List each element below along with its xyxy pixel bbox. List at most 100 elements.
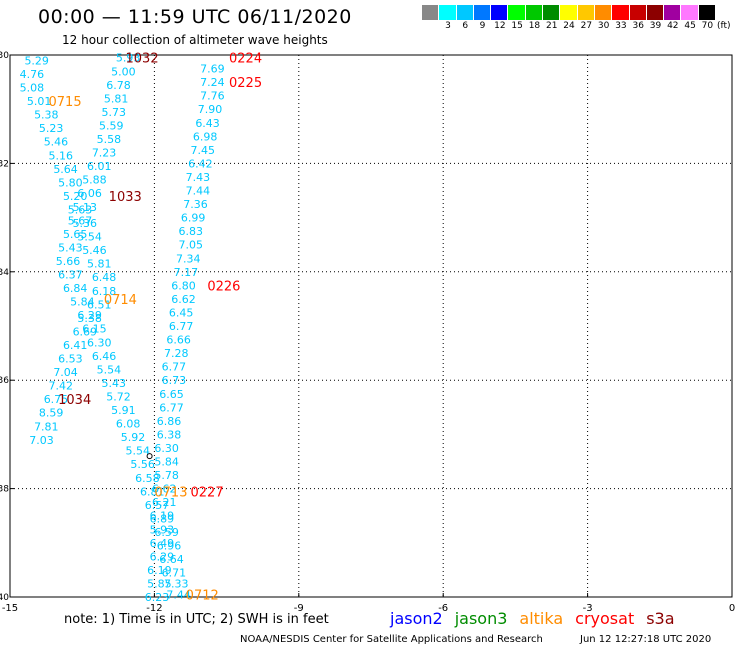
data-point-label: 6.15 [82, 323, 107, 336]
data-point-label: 5.13 [73, 201, 98, 214]
data-point-label: 5.54 [97, 363, 122, 376]
data-point-label: 6.08 [116, 418, 141, 431]
legend-swatch [594, 5, 613, 20]
data-point-label: 6.77 [159, 401, 184, 414]
satellite-legend: jason2 jason3 altika cryosat s3a [390, 609, 675, 628]
legend-swatch [543, 5, 561, 20]
x-tick-label: 0 [729, 603, 735, 614]
data-point-label: 6.73 [162, 374, 187, 387]
legend-bin: 15 [508, 5, 526, 31]
legend-bin: 6 [456, 5, 474, 31]
legend-swatch [508, 5, 526, 20]
data-point-label: 5.23 [39, 122, 64, 135]
data-point-label: 6.46 [92, 350, 117, 363]
footer-note: note: 1) Time is in UTC; 2) SWH is in fe… [64, 612, 329, 627]
data-point-label: 6.21 [152, 496, 177, 509]
data-point-label: 6.77 [162, 361, 187, 374]
data-point-label: 7.34 [176, 252, 201, 265]
legend-label: 9 [479, 21, 486, 31]
legend-label: 24 [563, 21, 575, 31]
legend-label: 30 [597, 21, 610, 31]
x-tick-label: -15 [2, 603, 18, 614]
legend-label: 21 [546, 21, 558, 31]
data-point-label: 6.49 [150, 537, 175, 550]
data-point-label: 5.08 [20, 82, 45, 95]
data-point-label: 5.54 [77, 231, 102, 244]
legend-swatch [439, 5, 457, 20]
legend-swatch [664, 5, 682, 20]
data-point-label: 6.64 [159, 553, 184, 566]
legend-swatch [525, 5, 544, 20]
data-point-label: 5.56 [130, 458, 155, 471]
y-tick-label: -40 [0, 593, 9, 603]
data-point-label: 5.46 [44, 136, 68, 149]
time-annotation: 0226 [207, 279, 240, 294]
data-point-label: 5.20 [63, 190, 88, 203]
time-annotation: 1034 [58, 393, 91, 408]
data-point-label: 6.19 [150, 510, 175, 523]
plot-frame [9, 54, 733, 598]
satellite-legend-item: altika [519, 609, 564, 628]
track-marker [146, 453, 153, 460]
data-point-label: 5.38 [34, 109, 59, 122]
legend-swatch [560, 5, 578, 20]
data-point-label: 5.38 [77, 312, 102, 325]
data-point-label: 5.92 [121, 431, 146, 444]
data-point-label: 5.43 [101, 377, 126, 390]
data-point-label: 5.81 [104, 92, 129, 105]
data-point-label: 6.66 [166, 334, 191, 347]
data-point-label: 5.66 [56, 255, 81, 268]
legend-swatch [646, 5, 665, 20]
legend-label: 6 [462, 21, 469, 31]
data-point-label: 6.48 [92, 271, 117, 284]
data-point-label: 6.45 [169, 306, 194, 319]
data-point-label: 7.81 [34, 420, 59, 433]
data-point-label: 6.65 [159, 388, 184, 401]
legend-swatch [698, 5, 717, 20]
data-point-label: 7.44 [166, 588, 191, 601]
data-point-label: 6.38 [157, 428, 182, 441]
legend-bin: 12 [491, 5, 509, 31]
data-point-label: 6.23 [145, 591, 170, 604]
y-tick-label: -38 [0, 485, 9, 495]
data-point-label: 7.69 [200, 63, 225, 76]
data-point-label: 8.59 [39, 407, 64, 420]
data-point-label: 6.30 [154, 442, 179, 455]
legend-bin: 18 [525, 5, 544, 31]
time-annotation: 0224 [229, 52, 262, 67]
satellite-legend-item: cryosat [575, 609, 635, 628]
legend-label: 12 [494, 21, 506, 31]
data-point-label: 6.29 [77, 309, 102, 322]
data-point-label: 6.06 [77, 187, 102, 200]
legend-bin: 24 [560, 5, 578, 31]
data-point-label: 7.44 [186, 185, 211, 198]
data-point-label: 5.80 [58, 176, 82, 189]
satellite-legend-item: jason2 [390, 609, 443, 628]
time-annotation: 0713 [154, 485, 187, 500]
legend-swatch [491, 5, 509, 20]
satellite-legend-item: s3a [646, 609, 675, 628]
data-point-label: 7.90 [198, 103, 223, 116]
data-point-label: 6.89 [150, 512, 175, 525]
color-scale-legend: 3 6 9 12 15 18 21 24 27 30 33 36 39 42 45 70 [422, 5, 717, 31]
y-tick-label: -32 [0, 159, 9, 169]
legend-unit: (ft) [717, 21, 731, 31]
data-point-label: 7.43 [186, 171, 211, 184]
time-annotation: 0714 [104, 293, 137, 308]
legend-label: 70 [701, 21, 714, 31]
data-point-label: 6.75 [44, 393, 68, 406]
data-point-label: 7.28 [164, 347, 189, 360]
data-point-label: 5.59 [99, 119, 124, 132]
data-point-label: 6.18 [92, 285, 117, 298]
data-point-label: 5.29 [24, 54, 49, 67]
data-point-label: 6.43 [195, 117, 220, 130]
data-point-label: 5.54 [126, 445, 150, 458]
legend-bin: 42 [664, 5, 682, 31]
satellite-legend-item: jason3 [454, 609, 508, 628]
data-point-label: 6.19 [147, 564, 172, 577]
legend-swatch [577, 5, 595, 20]
data-point-label: 6.30 [87, 336, 112, 349]
data-point-label: 6.58 [135, 472, 160, 485]
data-point-label: 5.72 [106, 390, 130, 403]
data-point-label: 6.86 [157, 415, 182, 428]
